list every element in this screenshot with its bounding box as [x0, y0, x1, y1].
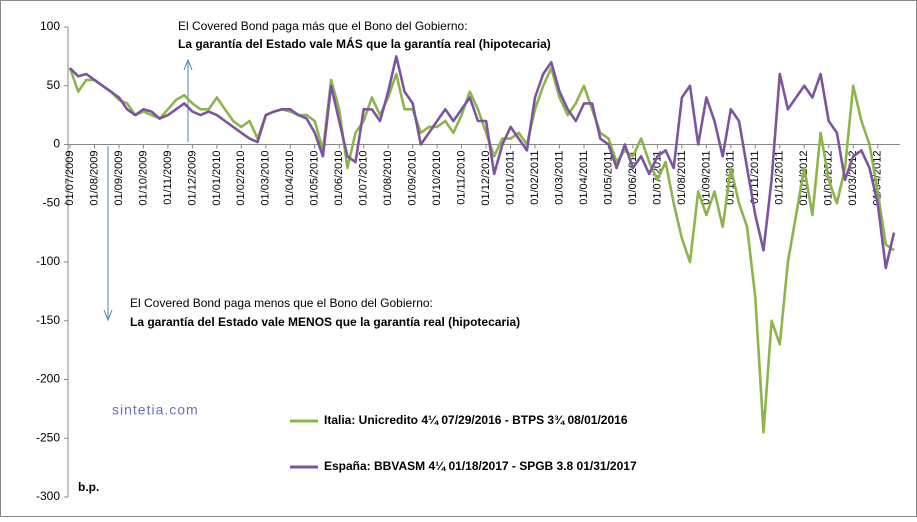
y-tick-label: 0 [53, 137, 60, 151]
x-tick-label: 01/01/2010 [211, 151, 223, 206]
x-tick-label: 01/11/2009 [162, 151, 174, 205]
y-tick-label: -250 [36, 430, 60, 444]
x-tick-label: 01/12/2009 [186, 151, 198, 206]
x-tick-label: 01/05/2010 [309, 151, 321, 206]
x-tick-label: 01/12/2011 [774, 151, 786, 205]
arrow-head [103, 309, 113, 322]
annotation: El Covered Bond paga más que el Bono del… [178, 19, 468, 33]
annotation: La garantía del Estado vale MENOS que la… [130, 315, 520, 329]
x-tick-label: 01/04/2010 [284, 151, 296, 206]
x-tick-label: 01/12/2010 [480, 151, 492, 206]
unit-label: b.p. [78, 480, 99, 494]
y-tick-label: -200 [36, 372, 60, 386]
y-tick-label: -100 [36, 254, 60, 268]
arrow-head [183, 58, 193, 71]
x-tick-label: 01/07/2009 [64, 151, 76, 206]
x-tick-label: 01/05/2011 [602, 151, 614, 205]
x-tick-label: 01/03/2011 [553, 151, 565, 205]
x-tick-label: 01/08/2010 [382, 151, 394, 206]
x-tick-label: 01/09/2011 [700, 151, 712, 205]
x-tick-label: 01/07/2010 [358, 151, 370, 206]
x-tick-label: 01/02/2010 [235, 150, 247, 205]
y-tick-label: -150 [36, 313, 60, 327]
annotation: El Covered Bond paga menos que el Bono d… [130, 296, 433, 310]
x-tick-label: 01/04/2011 [578, 151, 590, 205]
x-tick-label: 01/09/2010 [407, 151, 419, 206]
legend-label: España: BBVASM 4¼ 01/18/2017 - SPGB 3.8 … [324, 459, 637, 473]
legend-label: Italia: Unicredito 4¼ 07/29/2016 - BTPS … [324, 413, 628, 427]
x-tick-label: 01/10/2009 [137, 151, 149, 206]
x-tick-label: 01/08/2009 [88, 151, 100, 206]
x-tick-label: 01/08/2011 [676, 151, 688, 205]
y-tick-label: 100 [40, 19, 60, 33]
x-tick-label: 01/01/2011 [504, 151, 516, 205]
annotation: La garantía del Estado vale MÁS que la g… [178, 36, 551, 51]
x-tick-label: 01/09/2009 [113, 151, 125, 206]
y-tick-label: 50 [47, 78, 61, 92]
x-tick-label: 01/11/2010 [456, 151, 468, 205]
y-tick-label: -50 [43, 195, 61, 209]
x-tick-label: 01/10/2010 [431, 151, 443, 206]
data-line [69, 55, 896, 270]
x-tick-label: 01/03/2010 [260, 151, 272, 206]
x-tick-label: 01/02/2011 [529, 151, 541, 205]
watermark: sintetia.com [112, 402, 199, 418]
y-tick-label: -300 [36, 489, 60, 503]
x-tick-label: 01/06/2010 [333, 151, 345, 206]
